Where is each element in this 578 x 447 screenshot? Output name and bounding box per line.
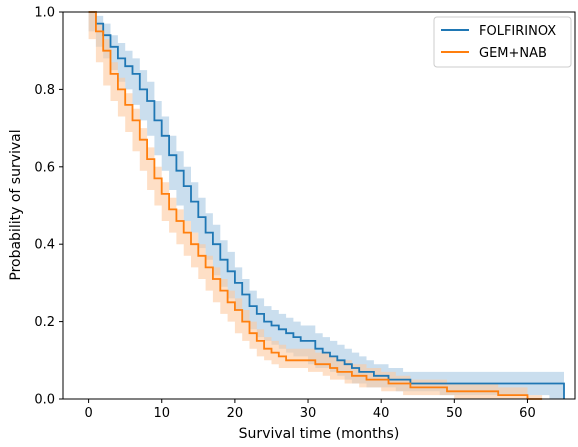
x-tick-label: 60 [519,406,536,421]
x-tick-label: 50 [446,406,463,421]
y-axis-ticks: 0.0 0.2 0.4 0.6 0.8 1.0 [34,6,63,408]
y-axis-label: Probability of survival [8,129,24,280]
plot-frame [62,11,576,400]
y-tick-label: 0.8 [34,83,55,98]
x-axis-label: Survival time (months) [239,426,400,442]
x-tick-label: 30 [300,406,317,421]
x-tick-label: 40 [373,406,390,421]
y-tick-label: 0.6 [34,160,55,175]
y-tick-label: 0.2 [34,315,55,330]
legend-label-folfirinox: FOLFIRINOX [479,24,556,39]
y-tick-label: 0.4 [34,238,55,253]
x-tick-label: 20 [227,406,244,421]
y-tick-label: 0.0 [34,393,55,408]
x-tick-label: 10 [153,406,170,421]
survival-line-folfirinox [88,11,565,399]
confidence-bands [88,12,564,399]
x-tick-label: 0 [84,406,92,421]
confidence-band-folfirinox [88,12,564,399]
y-tick-label: 1.0 [34,6,55,21]
x-axis-ticks: 0 10 20 30 40 50 60 [84,399,536,421]
legend: FOLFIRINOX GEM+NAB [433,16,572,68]
survival-line-gem-nab [88,11,543,400]
legend-label-gem-nab: GEM+NAB [479,46,547,61]
survival-curves [88,11,565,400]
